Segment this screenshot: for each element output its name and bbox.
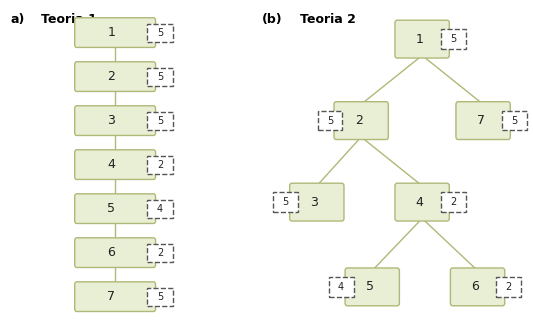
Text: 5: 5 xyxy=(157,72,163,82)
Text: 4: 4 xyxy=(107,158,115,171)
Text: 5: 5 xyxy=(107,202,115,215)
Text: 2: 2 xyxy=(157,160,163,170)
Text: 7: 7 xyxy=(477,114,484,127)
FancyBboxPatch shape xyxy=(395,20,449,58)
Bar xyxy=(147,288,173,306)
Text: 5: 5 xyxy=(327,116,333,126)
Text: 5: 5 xyxy=(157,292,163,302)
Text: 5: 5 xyxy=(282,197,289,207)
Text: 2: 2 xyxy=(157,248,163,258)
Text: 5: 5 xyxy=(366,280,374,293)
FancyBboxPatch shape xyxy=(345,268,399,306)
Bar xyxy=(318,111,342,130)
Bar xyxy=(147,111,173,129)
Bar xyxy=(441,192,466,212)
Bar xyxy=(328,277,353,297)
FancyBboxPatch shape xyxy=(75,106,156,136)
Bar xyxy=(502,111,527,130)
Text: 6: 6 xyxy=(471,280,479,293)
FancyBboxPatch shape xyxy=(75,282,156,312)
Text: 5: 5 xyxy=(157,116,163,126)
Bar xyxy=(273,192,298,212)
FancyBboxPatch shape xyxy=(334,102,389,140)
Text: 4: 4 xyxy=(416,196,424,209)
Text: Teoria 2: Teoria 2 xyxy=(300,13,356,26)
Bar xyxy=(147,67,173,85)
Bar xyxy=(147,200,173,218)
Text: 7: 7 xyxy=(107,290,115,303)
Text: 1: 1 xyxy=(107,26,115,39)
Text: 5: 5 xyxy=(157,28,163,37)
Bar xyxy=(441,29,466,49)
Text: 4: 4 xyxy=(338,282,344,292)
FancyBboxPatch shape xyxy=(456,102,510,140)
FancyBboxPatch shape xyxy=(75,62,156,91)
Text: Teoria 1: Teoria 1 xyxy=(41,13,97,26)
Text: 1: 1 xyxy=(416,33,424,46)
FancyBboxPatch shape xyxy=(75,238,156,267)
FancyBboxPatch shape xyxy=(450,268,505,306)
FancyBboxPatch shape xyxy=(75,194,156,224)
Bar xyxy=(147,23,173,41)
Text: 2: 2 xyxy=(107,70,115,83)
Bar xyxy=(496,277,521,297)
Text: (b): (b) xyxy=(261,13,282,26)
Bar xyxy=(147,156,173,173)
FancyBboxPatch shape xyxy=(75,150,156,179)
Text: a): a) xyxy=(10,13,25,26)
Text: 5: 5 xyxy=(450,34,456,44)
Text: 2: 2 xyxy=(355,114,362,127)
FancyBboxPatch shape xyxy=(75,18,156,47)
Text: 4: 4 xyxy=(157,204,163,214)
Text: 2: 2 xyxy=(506,282,512,292)
Bar xyxy=(147,244,173,261)
FancyBboxPatch shape xyxy=(395,183,449,221)
Text: 5: 5 xyxy=(511,116,518,126)
Text: 2: 2 xyxy=(450,197,456,207)
Text: 3: 3 xyxy=(310,196,318,209)
Text: 6: 6 xyxy=(107,246,115,259)
Text: 3: 3 xyxy=(107,114,115,127)
FancyBboxPatch shape xyxy=(289,183,344,221)
